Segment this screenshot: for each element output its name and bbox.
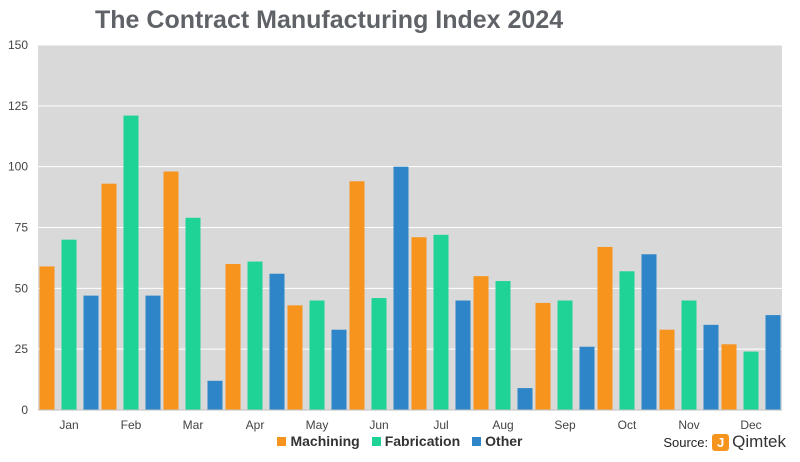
bar-fabrication-nov [681, 300, 697, 410]
bar-fabrication-jul [433, 234, 449, 410]
x-tick-label: Aug [492, 418, 513, 432]
bar-machining-may [287, 305, 303, 410]
bar-other-jun [393, 166, 409, 410]
legend-label: Machining [290, 433, 360, 449]
gridlines [38, 44, 782, 350]
bars [39, 115, 781, 411]
bar-other-oct [641, 254, 657, 410]
bar-other-jul [455, 300, 471, 410]
bar-machining-jul [411, 237, 427, 410]
legend-item-other: Other [472, 433, 523, 449]
x-tick-label: Oct [618, 418, 637, 432]
bar-other-aug [517, 388, 533, 410]
x-tick-label: May [306, 418, 329, 432]
bar-other-feb [145, 295, 161, 410]
x-tick-label: Jul [433, 418, 448, 432]
legend-item-fabrication: Fabrication [371, 433, 461, 449]
bar-fabrication-mar [185, 217, 201, 410]
qimtek-logo-text: Qimtek [732, 432, 786, 451]
bar-machining-dec [721, 344, 737, 410]
bar-fabrication-dec [743, 351, 759, 410]
bar-other-nov [703, 324, 719, 410]
bar-fabrication-may [309, 300, 325, 410]
bar-fabrication-sep [557, 300, 573, 410]
bar-other-may [331, 329, 347, 410]
bar-other-sep [579, 346, 595, 410]
bar-machining-jan [39, 266, 55, 410]
legend: Machining Fabrication Other [0, 433, 800, 449]
bar-machining-mar [163, 171, 179, 410]
x-axis-ticks: Jan Feb Mar Apr May Jun Jul Aug Sep Oct Nov Dec [59, 418, 761, 432]
bar-machining-oct [597, 246, 613, 410]
bar-fabrication-feb [123, 115, 139, 411]
bar-machining-sep [535, 302, 551, 410]
bar-other-dec [765, 315, 781, 410]
legend-swatch [371, 437, 381, 446]
x-tick-label: Mar [183, 418, 204, 432]
x-tick-label: Dec [740, 418, 761, 432]
y-tick-label: 150 [8, 38, 28, 52]
x-tick-label: Apr [246, 418, 265, 432]
y-tick-label: 25 [15, 342, 29, 356]
legend-swatch [472, 437, 482, 446]
source-label: Source: [663, 434, 709, 450]
qimtek-logo-icon: J [712, 433, 730, 451]
bar-other-jan [83, 295, 99, 410]
x-tick-label: Jun [369, 418, 388, 432]
bar-machining-jun [349, 181, 365, 410]
y-tick-label: 50 [15, 281, 29, 295]
y-tick-label: 100 [8, 160, 28, 174]
bar-other-mar [207, 380, 223, 410]
y-tick-label: 75 [15, 221, 29, 235]
bar-machining-apr [225, 264, 241, 410]
legend-label: Other [485, 433, 523, 449]
bar-other-apr [269, 273, 285, 410]
x-tick-label: Sep [554, 418, 576, 432]
legend-label: Fabrication [384, 433, 461, 449]
y-axis-ticks: 0 25 50 75 100 125 150 [8, 38, 28, 417]
bar-fabrication-jan [61, 239, 77, 410]
legend-item-machining: Machining [277, 433, 360, 449]
bar-machining-aug [473, 276, 489, 410]
source-credit: Source: J Qimtek [663, 432, 786, 452]
x-tick-label: Nov [678, 418, 699, 432]
x-tick-label: Jan [59, 418, 78, 432]
legend-swatch [277, 437, 287, 446]
y-tick-label: 0 [21, 403, 28, 417]
bar-fabrication-jun [371, 298, 387, 410]
x-tick-label: Feb [121, 418, 142, 432]
bar-machining-feb [101, 183, 117, 410]
bar-fabrication-aug [495, 281, 511, 410]
bar-fabrication-oct [619, 271, 635, 410]
bar-fabrication-apr [247, 261, 263, 410]
chart-title: The Contract Manufacturing Index 2024 [95, 6, 564, 34]
bar-machining-nov [659, 329, 675, 410]
y-tick-label: 125 [8, 99, 28, 113]
